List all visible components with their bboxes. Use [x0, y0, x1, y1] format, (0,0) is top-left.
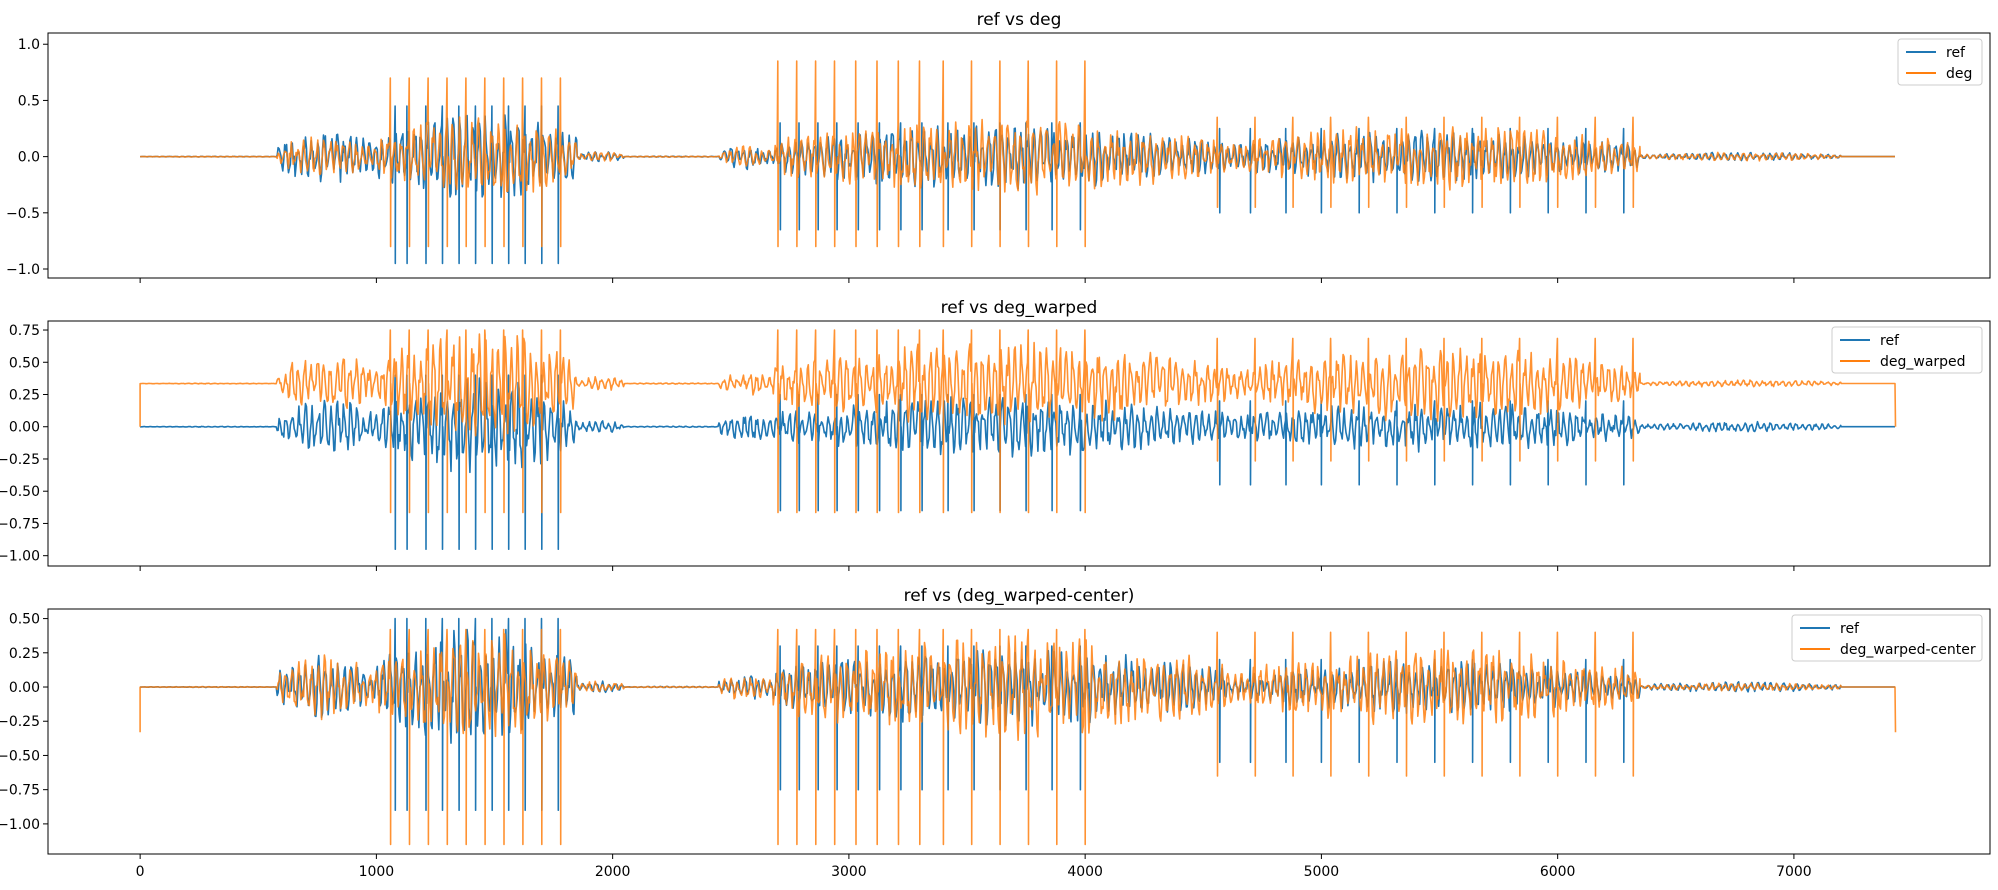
axes-frame — [47, 32, 1991, 279]
y-tick-label: 0.00 — [9, 680, 40, 696]
plot-area — [139, 329, 1897, 550]
axes-frame — [47, 320, 1991, 567]
y-tick-label: −0.75 — [0, 516, 40, 532]
plot-area — [139, 617, 1897, 846]
legend-label-ref: ref — [1946, 45, 1966, 61]
y-tick-label: −0.25 — [0, 452, 40, 468]
plot-area — [140, 60, 1895, 265]
x-tick-label: 4000 — [1067, 864, 1103, 880]
legend-label-ref: ref — [1840, 621, 1860, 637]
x-tick-label: 2000 — [595, 864, 631, 880]
series-line-deg-warped-center — [139, 628, 1897, 846]
y-tick-label: −0.5 — [6, 206, 40, 222]
axis-ticks: 0 1000 2000 3000 4000 5000 6000 7000 −1.00 −0.75 −… — [0, 612, 1812, 880]
subplot-title: ref vs (deg_warped-center) — [904, 586, 1135, 606]
subplot-ref-vs-deg-warped-center: ref vs (deg_warped-center) 0 1000 2000 3000… — [0, 586, 1991, 880]
axes-frame — [47, 608, 1991, 855]
y-tick-label: 0.25 — [9, 388, 40, 404]
legend: ref deg_warped-center — [1791, 614, 1983, 662]
y-tick-label: 0.00 — [9, 420, 40, 436]
axis-ticks: −1.00 −0.75 −0.50 −0.25 0.00 0.25 0.50 0.75 — [0, 323, 1795, 571]
y-tick-label: 0.25 — [9, 646, 40, 662]
series-line-deg-warped — [139, 329, 1897, 514]
y-tick-label: −1.00 — [0, 817, 40, 833]
subplot-ref-vs-deg-warped: ref vs deg_warped −1.00 −0.75 −0.50 −0.25 0.… — [0, 298, 1991, 571]
axis-ticks: −1.0 −0.5 0.0 0.5 1.0 — [6, 37, 1795, 283]
y-tick-label: −0.25 — [0, 714, 40, 730]
subplot-title: ref vs deg_warped — [941, 298, 1098, 318]
y-tick-label: 0.0 — [18, 150, 40, 166]
legend-label-deg: deg — [1946, 66, 1972, 82]
x-tick-label: 7000 — [1776, 864, 1812, 880]
legend: ref deg — [1897, 38, 1983, 86]
x-tick-label: 0 — [136, 864, 145, 880]
legend-box — [1791, 614, 1983, 662]
y-tick-label: 0.50 — [9, 612, 40, 628]
x-tick-label: 5000 — [1304, 864, 1340, 880]
series-line-deg — [140, 60, 1895, 248]
y-tick-label: −1.00 — [0, 549, 40, 565]
legend-label-deg-warped: deg_warped — [1880, 354, 1966, 370]
y-tick-label: 0.5 — [18, 93, 40, 109]
subplot-ref-vs-deg: ref vs deg −1.0 −0.5 0.0 0.5 1.0 ref deg — [6, 10, 1991, 283]
legend: ref deg_warped — [1831, 326, 1983, 374]
x-tick-label: 1000 — [359, 864, 395, 880]
y-tick-label: 1.0 — [18, 37, 40, 53]
y-tick-label: −1.0 — [6, 262, 40, 278]
y-tick-label: −0.75 — [0, 783, 40, 799]
y-tick-label: 0.75 — [9, 323, 40, 339]
y-tick-label: −0.50 — [0, 484, 40, 500]
series-line-ref — [140, 105, 1895, 265]
x-tick-label: 6000 — [1540, 864, 1576, 880]
legend-label-ref: ref — [1880, 333, 1900, 349]
y-tick-label: 0.50 — [9, 355, 40, 371]
y-tick-label: −0.50 — [0, 748, 40, 764]
subplot-title: ref vs deg — [977, 10, 1062, 30]
x-tick-label: 3000 — [831, 864, 867, 880]
legend-label-deg-warped-center: deg_warped-center — [1840, 642, 1976, 658]
